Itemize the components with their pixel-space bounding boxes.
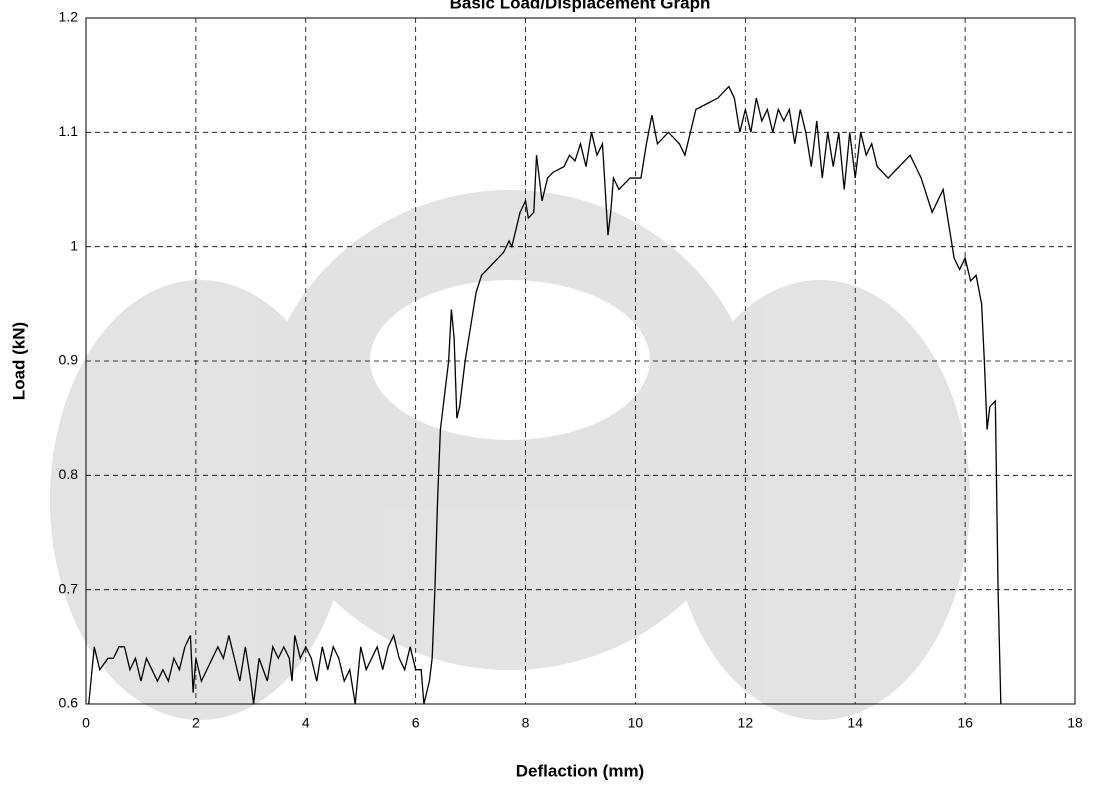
x-tick-label: 2: [192, 715, 200, 731]
y-tick-label: 0.9: [59, 352, 79, 368]
x-tick-label: 16: [957, 715, 973, 731]
y-tick-label: 1.1: [59, 123, 79, 139]
y-tick-label: 0.7: [59, 580, 79, 596]
x-tick-label: 14: [847, 715, 863, 731]
x-axis-title: Deflaction (mm): [516, 761, 644, 780]
y-tick-label: 1.2: [59, 9, 79, 25]
x-tick-label: 4: [302, 715, 310, 731]
y-tick-label: 1: [70, 237, 78, 253]
y-axis-title: Load (kN): [9, 322, 28, 400]
x-tick-label: 0: [82, 715, 90, 731]
y-tick-label: 0.8: [59, 466, 79, 482]
y-tick-label: 0.6: [59, 695, 79, 711]
x-tick-label: 8: [522, 715, 530, 731]
x-tick-label: 18: [1067, 715, 1083, 731]
x-tick-label: 6: [412, 715, 420, 731]
chart-title: Basic Load/Displacement Graph: [450, 0, 711, 12]
x-tick-label: 10: [628, 715, 644, 731]
x-tick-label: 12: [738, 715, 754, 731]
chart: Basic Load/Displacement Graph Deflaction…: [0, 0, 1094, 790]
